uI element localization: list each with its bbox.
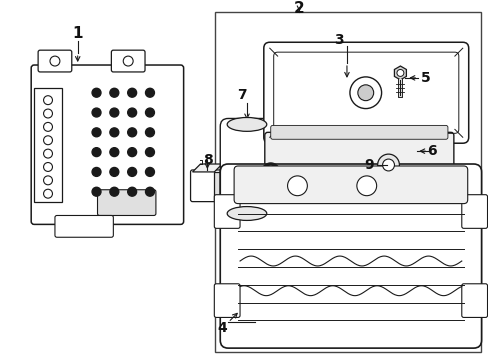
Circle shape [128, 187, 137, 196]
Bar [34, 88, 62, 202]
Circle shape [110, 128, 119, 137]
FancyBboxPatch shape [265, 132, 454, 170]
Ellipse shape [227, 117, 267, 131]
Circle shape [92, 167, 101, 176]
Circle shape [146, 88, 154, 97]
Ellipse shape [227, 207, 267, 220]
Text: 6: 6 [427, 144, 437, 158]
Circle shape [92, 88, 101, 97]
Text: 9: 9 [364, 158, 373, 172]
Circle shape [44, 122, 52, 131]
Text: 8: 8 [203, 153, 213, 167]
Circle shape [44, 149, 52, 158]
Circle shape [397, 69, 404, 76]
FancyBboxPatch shape [264, 42, 469, 143]
Circle shape [92, 108, 101, 117]
Circle shape [92, 148, 101, 157]
FancyBboxPatch shape [214, 284, 240, 318]
Circle shape [110, 88, 119, 97]
Circle shape [92, 187, 101, 196]
FancyBboxPatch shape [31, 65, 184, 224]
Circle shape [44, 162, 52, 171]
FancyBboxPatch shape [191, 170, 224, 202]
Circle shape [44, 176, 52, 185]
FancyBboxPatch shape [55, 216, 113, 237]
Text: 4: 4 [218, 321, 227, 335]
Circle shape [146, 148, 154, 157]
Circle shape [146, 187, 154, 196]
Polygon shape [214, 172, 222, 200]
Circle shape [123, 56, 133, 66]
Circle shape [128, 167, 137, 176]
FancyBboxPatch shape [271, 125, 448, 139]
Circle shape [378, 154, 399, 176]
Text: 3: 3 [334, 33, 344, 47]
Text: 1: 1 [73, 26, 83, 41]
Circle shape [44, 109, 52, 118]
FancyBboxPatch shape [462, 195, 488, 228]
Polygon shape [193, 164, 222, 172]
Text: 2: 2 [294, 1, 305, 16]
Circle shape [110, 148, 119, 157]
Text: 5: 5 [421, 71, 431, 85]
FancyBboxPatch shape [38, 50, 72, 72]
Circle shape [358, 85, 374, 101]
FancyBboxPatch shape [462, 284, 488, 318]
Circle shape [44, 136, 52, 145]
Circle shape [128, 88, 137, 97]
FancyBboxPatch shape [220, 164, 482, 348]
Circle shape [146, 128, 154, 137]
Circle shape [110, 108, 119, 117]
Circle shape [128, 108, 137, 117]
FancyBboxPatch shape [98, 190, 156, 216]
Circle shape [50, 56, 60, 66]
Text: 7: 7 [237, 88, 247, 102]
FancyBboxPatch shape [234, 166, 468, 204]
Polygon shape [394, 66, 406, 80]
FancyBboxPatch shape [214, 195, 240, 228]
Circle shape [44, 189, 52, 198]
Circle shape [110, 187, 119, 196]
Bar [215, 12, 481, 352]
FancyBboxPatch shape [220, 118, 274, 221]
Circle shape [357, 176, 377, 196]
Circle shape [44, 96, 52, 105]
Circle shape [350, 77, 382, 109]
Circle shape [146, 108, 154, 117]
FancyBboxPatch shape [111, 50, 145, 72]
Circle shape [92, 128, 101, 137]
Circle shape [128, 148, 137, 157]
Circle shape [146, 167, 154, 176]
Circle shape [128, 128, 137, 137]
Circle shape [110, 167, 119, 176]
Circle shape [288, 176, 307, 196]
Circle shape [383, 159, 394, 171]
